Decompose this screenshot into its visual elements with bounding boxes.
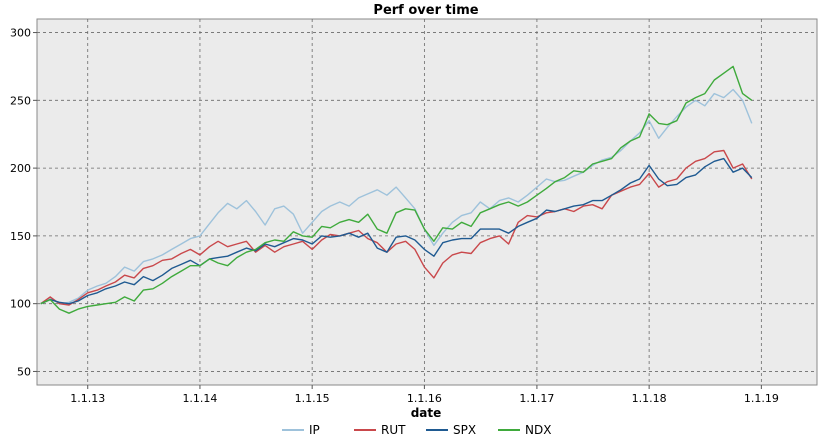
legend-item-ip: IP — [282, 423, 320, 437]
legend-item-spx: SPX — [426, 423, 476, 437]
plot-area: 50 100 150 200 250 300 1.1.13 1.1.14 1.1.15 1.1.1… — [10, 18, 818, 405]
legend-item-rut: RUT — [354, 423, 406, 437]
legend-label: SPX — [453, 423, 476, 437]
y-tick-label: 250 — [10, 94, 31, 107]
y-tick-label: 100 — [10, 298, 31, 311]
x-tick-label: 1.1.19 — [744, 392, 779, 405]
y-tick-label: 300 — [10, 27, 31, 40]
x-tick-label: 1.1.17 — [519, 392, 554, 405]
legend-label: IP — [309, 423, 320, 437]
y-tick-label: 50 — [17, 365, 31, 378]
legend-label: RUT — [381, 423, 406, 437]
x-tick-label: 1.1.14 — [182, 392, 217, 405]
y-tick-label: 150 — [10, 230, 31, 243]
chart-title: Perf over time — [373, 3, 478, 18]
series-line-ip — [40, 88, 753, 305]
x-tick-label: 1.1.15 — [295, 392, 330, 405]
y-tick-label: 200 — [10, 162, 31, 175]
legend-item-ndx: NDX — [498, 423, 551, 437]
x-tick-label: 1.1.13 — [70, 392, 105, 405]
series-line-rut — [40, 149, 753, 306]
x-tick-label: 1.1.18 — [632, 392, 667, 405]
legend-label: NDX — [525, 423, 551, 437]
legend: IP RUT SPX NDX — [282, 423, 551, 437]
series-line-spx — [40, 157, 753, 305]
series-line-ndx — [40, 65, 753, 314]
x-tick-label: 1.1.16 — [407, 392, 442, 405]
plot-background — [36, 18, 818, 386]
x-axis-label: date — [411, 406, 442, 420]
